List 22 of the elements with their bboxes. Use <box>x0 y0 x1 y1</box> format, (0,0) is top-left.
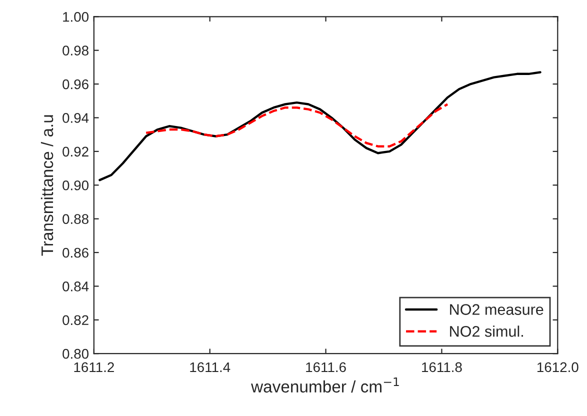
y-tick-label: 0.94 <box>62 113 89 123</box>
legend-label: NO2 simul. <box>450 326 523 337</box>
legend-label: NO2 measure <box>450 304 544 315</box>
y-tick-label: 0.90 <box>62 180 89 190</box>
y-tick-label: 0.84 <box>62 282 89 292</box>
y-tick-label: 0.98 <box>62 46 88 56</box>
y-tick-label: 0.92 <box>62 146 88 157</box>
y-tick-label: 1.00 <box>63 12 89 22</box>
line-series <box>98 71 542 182</box>
x-axis-title: wavenumber / cm$^{−1}$ <box>251 378 399 393</box>
y-tick-label: 0.86 <box>62 248 88 258</box>
y-axis-title: Transmittance / a.u <box>40 115 54 256</box>
x-tick-label: 1611.6 <box>306 362 346 372</box>
line-series <box>144 103 449 148</box>
y-tick-label: 0.88 <box>62 214 88 224</box>
x-tick-label: 1612.0 <box>537 362 578 372</box>
x-tick-label: 1611.8 <box>422 362 462 372</box>
y-tick-label: 0.80 <box>62 348 89 359</box>
y-tick-label: 0.96 <box>62 79 88 90</box>
y-tick-label: 0.82 <box>62 315 88 326</box>
x-tick-label: 1611.4 <box>190 362 230 372</box>
x-tick-label: 1611.2 <box>74 362 114 372</box>
